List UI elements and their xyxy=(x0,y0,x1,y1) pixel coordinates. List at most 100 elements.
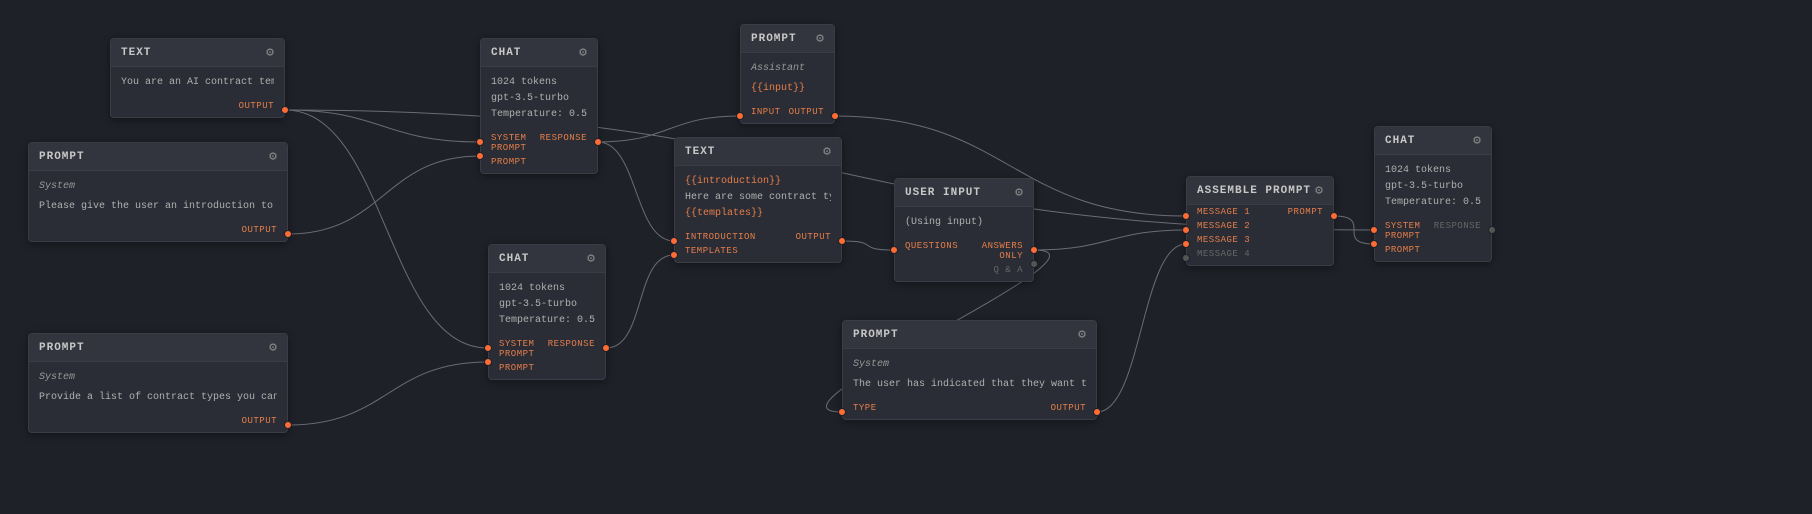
node-header[interactable]: PROMPT⚙ xyxy=(741,25,834,53)
node-assemble[interactable]: ASSEMBLE PROMPT⚙MESSAGE 1PROMPTMESSAGE 2… xyxy=(1186,176,1334,266)
node-graph-canvas[interactable]: TEXT⚙ You are an AI contract template gen… xyxy=(0,0,1812,514)
output-port-output[interactable] xyxy=(284,230,292,238)
input-port-label: TYPE xyxy=(853,403,877,413)
input-port-label: PROMPT xyxy=(1385,245,1420,255)
node-text2[interactable]: TEXT⚙{{introduction}}Here are some contr… xyxy=(674,137,842,263)
edge xyxy=(1034,230,1186,250)
node-chat3[interactable]: CHAT⚙1024 tokensgpt-3.5-turboTemperature… xyxy=(1374,126,1492,262)
node-userinput[interactable]: USER INPUT⚙ (Using input) QUESTIONSANSWERS… xyxy=(894,178,1034,282)
node-title: CHAT xyxy=(1385,135,1415,147)
output-port-q-&-a[interactable] xyxy=(1030,260,1038,268)
node-prompt4[interactable]: PROMPT ⚙ SystemThe user has indicated that… xyxy=(842,320,1097,420)
output-port-output[interactable] xyxy=(838,237,846,245)
port-row: MESSAGE 1PROMPT xyxy=(1187,205,1333,219)
input-port-type[interactable] xyxy=(838,408,846,416)
input-port-message-1[interactable] xyxy=(1182,212,1190,220)
gear-icon[interactable]: ⚙ xyxy=(1315,183,1323,198)
output-port-output[interactable] xyxy=(831,112,839,120)
node-text1[interactable]: TEXT⚙ You are an AI contract template gen… xyxy=(110,38,285,118)
gear-icon[interactable]: ⚙ xyxy=(1078,327,1086,342)
input-port-system-prompt[interactable] xyxy=(476,138,484,146)
gear-icon[interactable]: ⚙ xyxy=(823,144,831,159)
input-port-message-3[interactable] xyxy=(1182,240,1190,248)
node-body: {{introduction}}Here are some contract t… xyxy=(675,166,841,230)
gear-icon[interactable]: ⚙ xyxy=(587,251,595,266)
input-port-label: INTRODUCTION xyxy=(685,232,756,242)
port-row: QUESTIONSANSWERS ONLY xyxy=(895,239,1033,263)
node-chat1[interactable]: CHAT⚙1024 tokensgpt-3.5-turboTemperature… xyxy=(480,38,598,174)
node-header[interactable]: ASSEMBLE PROMPT⚙ xyxy=(1187,177,1333,205)
input-port-system-prompt[interactable] xyxy=(1370,226,1378,234)
node-body: You are an AI contract template generato… xyxy=(111,67,284,99)
gear-icon[interactable]: ⚙ xyxy=(1015,185,1023,200)
output-port-response[interactable] xyxy=(594,138,602,146)
input-port-label: TEMPLATES xyxy=(685,246,738,256)
output-port-output[interactable] xyxy=(1093,408,1101,416)
node-header[interactable]: CHAT⚙ xyxy=(489,245,605,273)
input-port-label: MESSAGE 3 xyxy=(1197,235,1250,245)
node-header[interactable]: USER INPUT⚙ xyxy=(895,179,1033,207)
node-title: PROMPT xyxy=(39,342,85,354)
port-row: PROMPT xyxy=(489,361,605,375)
node-subtitle: System xyxy=(39,370,277,386)
input-port-prompt[interactable] xyxy=(476,152,484,160)
gear-icon[interactable]: ⚙ xyxy=(1473,133,1481,148)
edge xyxy=(285,110,480,142)
node-header[interactable]: PROMPT ⚙ xyxy=(843,321,1096,349)
input-port-input[interactable] xyxy=(736,112,744,120)
node-header[interactable]: PROMPT ⚙ xyxy=(29,334,287,362)
node-header[interactable]: TEXT⚙ xyxy=(675,138,841,166)
node-title: PROMPT xyxy=(853,329,899,341)
node-prompt2[interactable]: PROMPT⚙SystemProvide a list of contract … xyxy=(28,333,288,433)
output-port-output[interactable] xyxy=(281,106,289,114)
output-port-label: OUTPUT xyxy=(242,225,277,235)
output-port-output[interactable] xyxy=(284,421,292,429)
node-prompt3[interactable]: PROMPT⚙Assistant{{input}}INPUTOUTPUT xyxy=(740,24,835,124)
input-port-message-2[interactable] xyxy=(1182,226,1190,234)
node-body-text: Here are some contract types I can gen xyxy=(685,190,831,206)
node-body: SystemThe user has indicated that they w… xyxy=(843,349,1096,401)
output-port-response[interactable] xyxy=(602,344,610,352)
input-port-label: MESSAGE 4 xyxy=(1197,249,1250,259)
gear-icon[interactable]: ⚙ xyxy=(266,45,274,60)
output-port-label: OUTPUT xyxy=(242,416,277,426)
template-text: {{introduction}} xyxy=(685,174,831,190)
node-info-line: 1024 tokens xyxy=(499,281,595,297)
input-port-message-4[interactable] xyxy=(1182,254,1190,262)
output-port-label: Q & A xyxy=(993,265,1023,275)
input-port-prompt[interactable] xyxy=(1370,240,1378,248)
output-port-answers-only[interactable] xyxy=(1030,246,1038,254)
gear-icon[interactable]: ⚙ xyxy=(269,340,277,355)
gear-icon[interactable]: ⚙ xyxy=(579,45,587,60)
node-chat2[interactable]: CHAT⚙1024 tokensgpt-3.5-turboTemperature… xyxy=(488,244,606,380)
node-subtitle: System xyxy=(853,357,1086,373)
port-row: INPUTOUTPUT xyxy=(741,105,834,119)
input-port-templates[interactable] xyxy=(670,251,678,259)
node-body: (Using input) xyxy=(895,207,1033,239)
input-port-prompt[interactable] xyxy=(484,358,492,366)
node-header[interactable]: TEXT⚙ xyxy=(111,39,284,67)
node-header[interactable]: PROMPT⚙ xyxy=(29,143,287,171)
node-header[interactable]: CHAT⚙ xyxy=(481,39,597,67)
node-prompt1[interactable]: PROMPT⚙SystemPlease give the user an int… xyxy=(28,142,288,242)
node-header[interactable]: CHAT ⚙ xyxy=(1375,127,1491,155)
node-info-line: gpt-3.5-turbo xyxy=(491,91,587,107)
node-info-line: Temperature: 0.5 xyxy=(1385,195,1481,211)
output-port-prompt[interactable] xyxy=(1330,212,1338,220)
node-body-text: (Using input) xyxy=(905,215,1023,231)
input-port-label: INPUT xyxy=(751,107,781,117)
gear-icon[interactable]: ⚙ xyxy=(816,31,824,46)
gear-icon[interactable]: ⚙ xyxy=(269,149,277,164)
node-body: Assistant{{input}} xyxy=(741,53,834,105)
node-info-line: gpt-3.5-turbo xyxy=(1385,179,1481,195)
input-port-label: PROMPT xyxy=(491,157,526,167)
output-port-label: PROMPT xyxy=(1288,207,1323,217)
node-info-line: Temperature: 0.5 xyxy=(491,107,587,123)
input-port-system-prompt[interactable] xyxy=(484,344,492,352)
node-subtitle: Assistant xyxy=(751,61,824,77)
input-port-questions[interactable] xyxy=(890,246,898,254)
output-port-label: OUTPUT xyxy=(796,232,831,242)
node-body-text: You are an AI contract template generato… xyxy=(121,75,274,91)
input-port-introduction[interactable] xyxy=(670,237,678,245)
output-port-response[interactable] xyxy=(1488,226,1496,234)
